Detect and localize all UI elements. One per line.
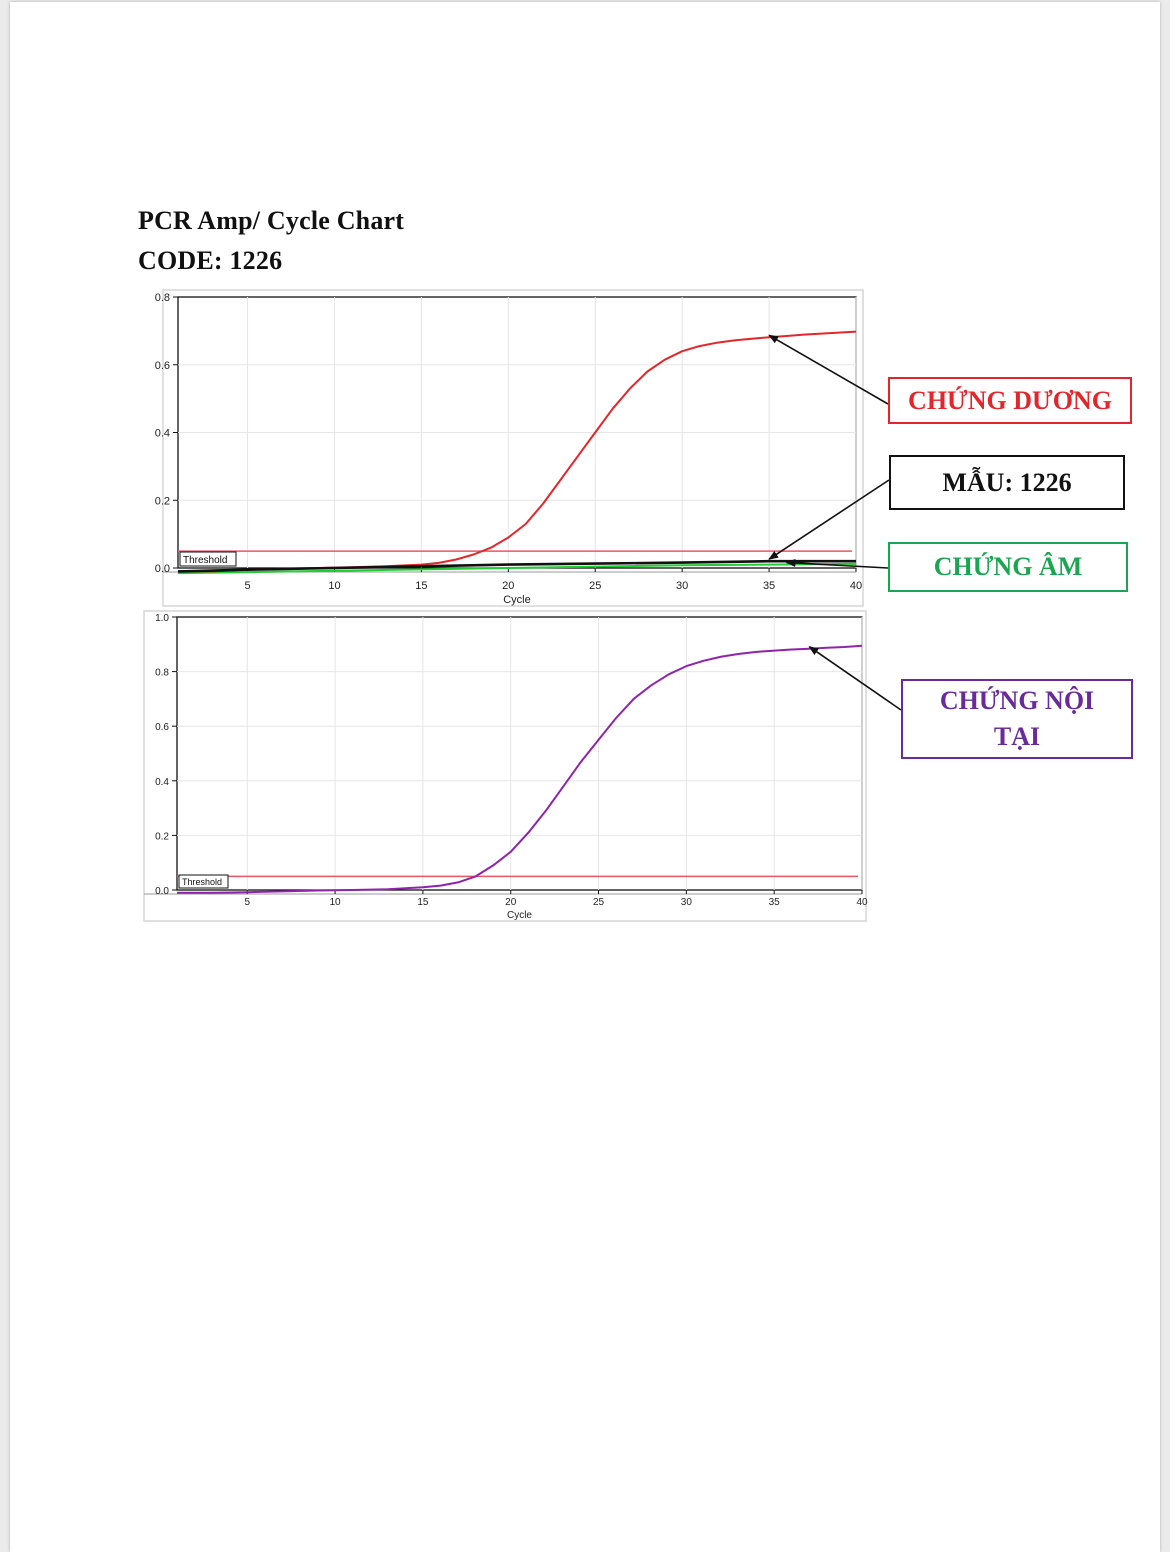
y-tick-label: 0.2 <box>155 495 170 507</box>
y-tick-label: 0.4 <box>155 428 170 440</box>
threshold-label: Threshold <box>183 555 227 566</box>
y-tick-label: 0.0 <box>155 563 170 575</box>
y-tick-label: 1.0 <box>155 613 169 624</box>
y-tick-label: 0.6 <box>155 722 169 733</box>
x-tick-label: 10 <box>328 580 340 592</box>
x-tick-label: 15 <box>415 580 427 592</box>
x-tick-label: 40 <box>856 897 868 908</box>
series-line-sample <box>177 559 856 573</box>
x-axis-label: Cycle <box>507 910 532 921</box>
y-tick-label: 0.8 <box>155 668 169 679</box>
chart-2: 0.0 0.2 0.4 0.6 0.8 1.0 5 10 15 20 25 30 35 40 Cycle Th… <box>143 610 902 922</box>
x-tick-label: 25 <box>589 580 601 592</box>
threshold-label-box <box>178 874 229 889</box>
callout-arrow-sample <box>768 479 890 560</box>
x-tick-label: 30 <box>681 897 693 908</box>
document-title: PCR Amp/ Cycle Chart <box>138 206 405 235</box>
y-tick-label: 0.4 <box>155 777 169 788</box>
callout-arrow-positive <box>768 334 889 405</box>
x-tick-label: 20 <box>502 580 514 592</box>
series-line-negative <box>177 562 857 575</box>
internal-control-label: CHỨNG NỘI TẠI <box>939 686 1095 751</box>
x-tick-label: 25 <box>593 897 605 908</box>
x-tick-label: 35 <box>769 897 781 908</box>
y-tick-label: 0.8 <box>155 292 170 304</box>
sample-callout: MẪU: 1226 <box>889 455 1125 510</box>
plot-area <box>176 616 863 891</box>
negative-control-label: CHỨNG ÂM <box>933 552 1083 581</box>
chart-1: 0.0 0.2 0.4 0.6 0.8 5 10 15 20 25 30 35 40 Cycle Thres… <box>155 289 890 607</box>
y-tick-label: 0.6 <box>155 360 170 372</box>
y-tick-label: 0.2 <box>155 831 169 842</box>
y-tick-label: 0.0 <box>155 886 169 897</box>
x-axis-label: Cycle <box>503 594 531 606</box>
x-tick-label: 10 <box>330 897 342 908</box>
x-tick-label: 20 <box>505 897 517 908</box>
x-tick-label: 40 <box>850 580 862 592</box>
x-tick-label: 15 <box>417 897 429 908</box>
threshold-label: Threshold <box>182 877 222 887</box>
internal-control-callout: CHỨNG NỘI TẠI <box>901 679 1133 759</box>
sample-label: MẪU: 1226 <box>942 467 1072 497</box>
document-code: CODE: 1226 <box>138 246 283 275</box>
chart-frame <box>162 289 864 607</box>
callout-arrow-negative <box>785 558 889 569</box>
negative-control-callout: CHỨNG ÂM <box>888 542 1128 592</box>
x-tick-label: 5 <box>244 580 250 592</box>
x-tick-label: 35 <box>763 580 775 592</box>
threshold-label-box <box>179 551 237 567</box>
series-line-internal <box>177 644 863 894</box>
positive-control-callout: CHỨNG DƯƠNG <box>888 377 1132 424</box>
positive-control-label: CHỨNG DƯƠNG <box>908 385 1112 415</box>
chart-frame <box>143 610 867 922</box>
x-tick-label: 30 <box>676 580 688 592</box>
x-tick-label: 5 <box>244 897 250 908</box>
callout-arrow-internal <box>808 646 902 711</box>
